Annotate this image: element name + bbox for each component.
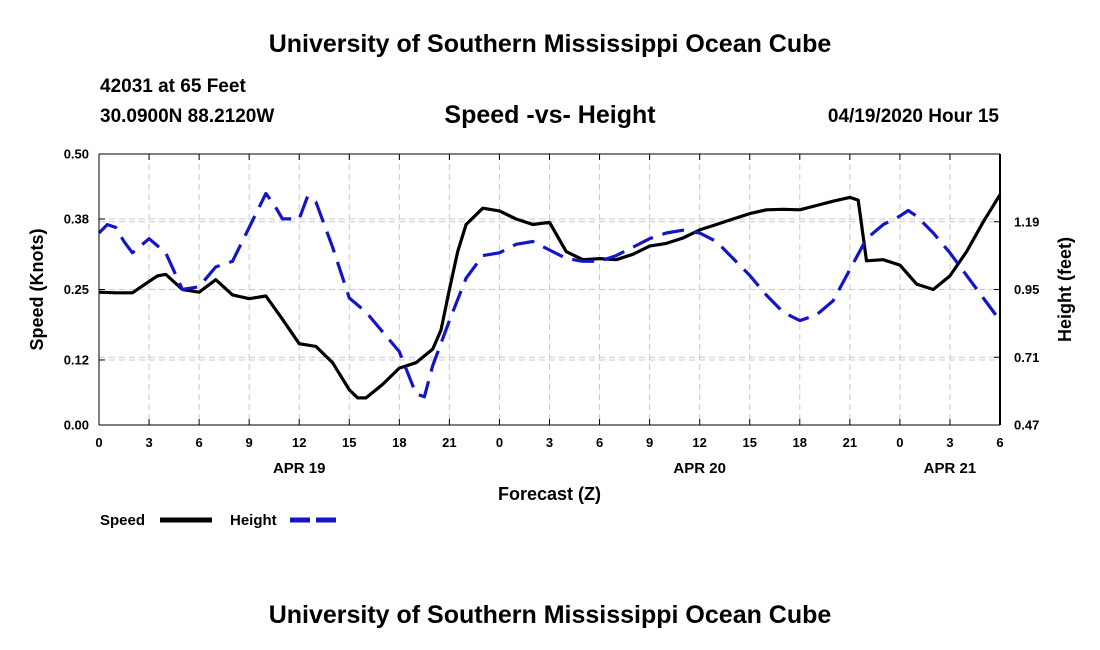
y-tick-label: 0.25 [64,282,89,297]
y2-axis-title: Height (feet) [1055,237,1075,342]
x-tick-label: 0 [496,435,503,450]
forecast-datetime: 04/19/2020 Hour 15 [827,106,999,127]
x-tick-label: 0 [95,435,102,450]
legend: Speed Height [100,512,342,529]
x-tick-label: 0 [896,435,903,450]
grid-lines [99,154,1000,425]
x-tick-label: 21 [843,435,857,450]
x-tick-label: 12 [692,435,706,450]
x-tick-label: 6 [996,435,1003,450]
axis-labels: Forecast (Z) Speed (Knots) Height (feet)… [27,147,1075,505]
y2-tick-label: 1.19 [1014,214,1039,229]
station-label: 42031 at 65 Feet [100,76,246,97]
x-tick-label: 18 [392,435,406,450]
chart-title: Speed -vs- Height [444,101,656,129]
main-title: University of Southern Mississippi Ocean… [268,30,832,58]
x-tick-label: 12 [292,435,306,450]
y2-tick-label: 0.47 [1014,418,1039,433]
x-tick-label: 9 [646,435,653,450]
footer-title: University of Southern Mississippi Ocean… [268,601,832,629]
speed-line [98,193,1002,400]
x-tick-label: 15 [342,435,356,450]
x-tick-label: 6 [596,435,603,450]
y-tick-label: 0.12 [64,352,89,367]
date-label: APR 19 [273,460,326,477]
series-lines [97,191,1002,400]
x-tick-label: 21 [442,435,456,450]
x-tick-label: 3 [145,435,152,450]
date-label: APR 20 [673,460,726,477]
x-tick-label: 6 [195,435,202,450]
y-tick-label: 0.50 [64,147,89,162]
height-line [97,191,1002,399]
x-tick-label: 9 [246,435,253,450]
legend-label-height: Height [230,512,277,529]
legend-label-speed: Speed [100,512,145,529]
station-coordinates: 30.0900N 88.2120W [100,106,275,127]
x-axis-title: Forecast (Z) [498,484,601,504]
y-axis-title: Speed (Knots) [27,228,47,350]
y-tick-label: 0.38 [64,212,89,227]
date-label: APR 21 [924,460,977,477]
plot-frame [98,153,1001,426]
y-tick-label: 0.00 [64,418,89,433]
x-tick-label: 3 [546,435,553,450]
x-tick-label: 18 [793,435,807,450]
y2-tick-label: 0.95 [1014,282,1039,297]
x-tick-label: 15 [742,435,756,450]
y2-tick-label: 0.71 [1014,350,1039,365]
x-tick-label: 3 [946,435,953,450]
